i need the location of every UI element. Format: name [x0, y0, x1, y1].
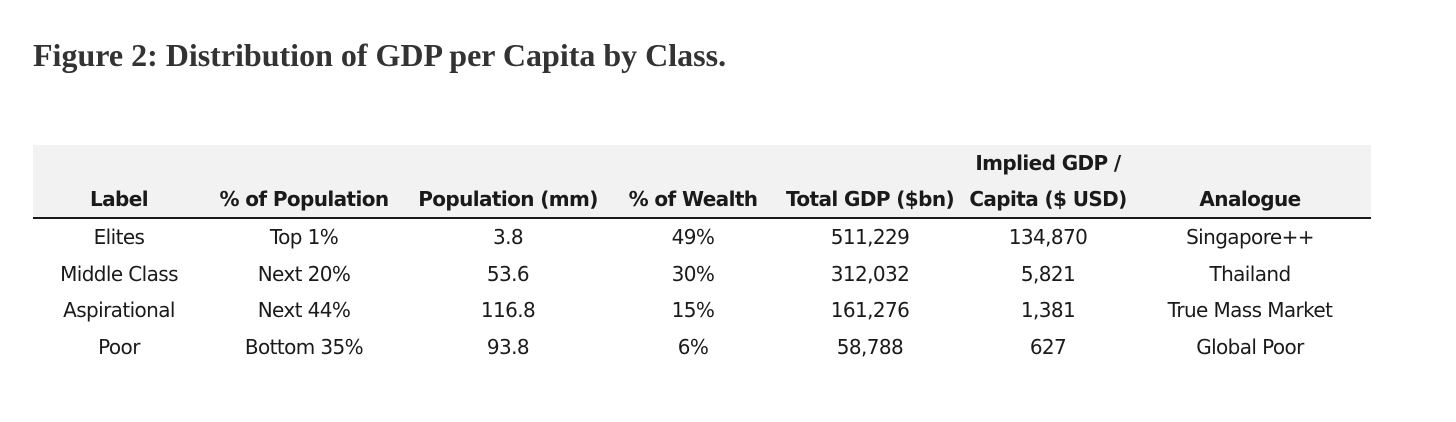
cell-pct-population: Top 1%	[269, 225, 339, 249]
cell-implied-gdp-per-capita: 627	[1029, 334, 1067, 359]
column-header-analogue: Analogue	[1129, 145, 1371, 218]
header-row: Label % of Population Population (mm) % …	[33, 145, 1371, 218]
cell-implied-gdp-per-capita: 1,381	[1020, 298, 1076, 322]
column-header-pct-population: % of Population	[205, 145, 403, 218]
cell-total-gdp: 161,276	[830, 298, 910, 322]
cell-population: 93.8	[486, 334, 530, 359]
column-header-line2: Label	[90, 187, 149, 211]
column-header-label: Label	[33, 145, 205, 218]
cell-implied-gdp-per-capita: 5,821	[1020, 261, 1076, 286]
cell-label: Middle Class	[60, 261, 178, 286]
column-header-population: Population (mm)	[403, 145, 613, 218]
cell-population: 116.8	[480, 298, 536, 322]
cell-population: 3.8	[492, 225, 524, 249]
cell-total-gdp: 58,788	[836, 334, 904, 359]
cell-implied-gdp-per-capita: 134,870	[1008, 225, 1088, 249]
gdp-distribution-table: Label % of Population Population (mm) % …	[33, 145, 1371, 365]
cell-pct-wealth: 30%	[671, 261, 715, 286]
column-header-pct-wealth: % of Wealth	[613, 145, 773, 218]
cell-pct-population: Next 20%	[257, 261, 351, 286]
column-header-total-gdp: Total GDP ($bn)	[773, 145, 967, 218]
table-row: Poor Bottom 35% 93.8 6% 58,788 627 Globa…	[33, 329, 1371, 366]
cell-pct-wealth: 15%	[671, 298, 715, 322]
figure-title: Figure 2: Distribution of GDP per Capita…	[33, 37, 727, 73]
cell-population: 53.6	[486, 261, 530, 286]
cell-pct-wealth: 49%	[671, 225, 715, 249]
cell-pct-population: Next 44%	[257, 298, 351, 322]
column-header-line1: Implied GDP /	[975, 151, 1121, 175]
column-header-line2: % of Population	[219, 187, 389, 211]
column-header-line2: Capita ($ USD)	[969, 187, 1127, 211]
column-header-line2: Total GDP ($bn)	[786, 187, 955, 211]
gdp-distribution-table-container: Label % of Population Population (mm) % …	[33, 145, 1371, 365]
column-header-line2: % of Wealth	[628, 187, 758, 211]
column-header-line2: Analogue	[1199, 187, 1301, 211]
table-row: Elites Top 1% 3.8 49% 511,229 134,870 Si…	[33, 218, 1371, 256]
cell-total-gdp: 511,229	[830, 225, 910, 249]
cell-analogue: Thailand	[1209, 261, 1291, 286]
cell-pct-wealth: 6%	[677, 334, 709, 359]
cell-analogue: Singapore++	[1186, 225, 1314, 249]
table-row: Middle Class Next 20% 53.6 30% 312,032 5…	[33, 256, 1371, 293]
table-body: Elites Top 1% 3.8 49% 511,229 134,870 Si…	[33, 218, 1371, 365]
column-header-line2: Population (mm)	[418, 187, 598, 211]
cell-label: Poor	[98, 334, 140, 359]
cell-pct-population: Bottom 35%	[244, 334, 364, 359]
table-header: Label % of Population Population (mm) % …	[33, 145, 1371, 218]
column-header-implied-gdp-per-capita: Implied GDP / Capita ($ USD)	[967, 145, 1129, 218]
cell-label: Elites	[93, 225, 145, 249]
cell-analogue: True Mass Market	[1167, 298, 1333, 322]
table-row: Aspirational Next 44% 116.8 15% 161,276 …	[33, 292, 1371, 329]
cell-analogue: Global Poor	[1196, 334, 1304, 359]
cell-total-gdp: 312,032	[830, 261, 910, 286]
cell-label: Aspirational	[63, 298, 175, 322]
